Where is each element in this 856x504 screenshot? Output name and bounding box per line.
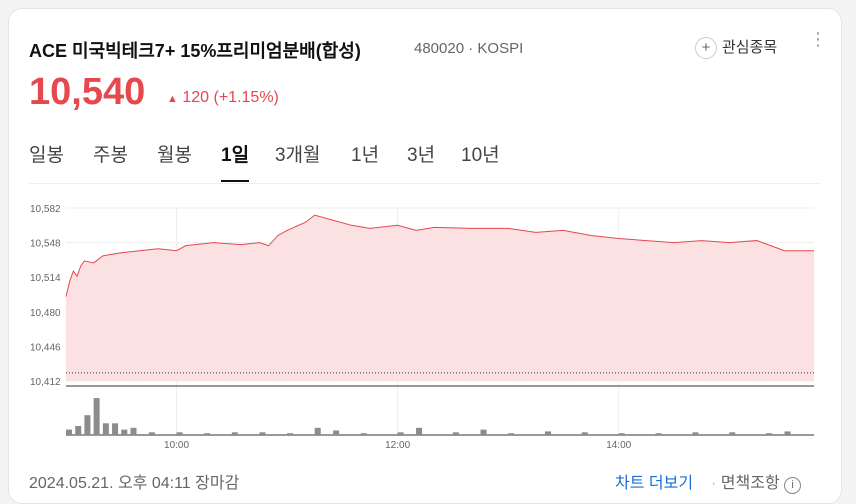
volume-bar [360, 433, 367, 435]
volume-bar [112, 423, 119, 435]
y-tick-label: 10,548 [30, 239, 61, 250]
volume-bar [204, 433, 211, 435]
change: ▲ 120 (+1.15%) [167, 89, 279, 106]
tab[interactable]: 주봉 [93, 145, 128, 166]
tab[interactable]: 3개월 [275, 145, 321, 166]
volume-bar [416, 427, 423, 435]
y-tick-label: 10,514 [30, 273, 61, 284]
volume-bar [729, 432, 736, 435]
x-tick-label: 10:00 [164, 440, 189, 451]
y-tick-label: 10,582 [30, 204, 61, 215]
volume-bar [231, 432, 238, 435]
price: 10,540 [29, 71, 146, 113]
code: 480020 [414, 40, 465, 57]
volume-bar [148, 432, 155, 435]
x-tick-label: 14:00 [606, 440, 631, 451]
volume-bar [692, 432, 699, 435]
volume-bar [655, 433, 662, 435]
volume-bar [84, 415, 91, 435]
volume-bar [452, 432, 459, 435]
watch-label[interactable]: 관심종목 [722, 39, 778, 56]
volume-bar [333, 430, 340, 435]
tab-divider [29, 139, 821, 184]
volume-bar [287, 433, 294, 435]
y-tick-label: 10,412 [30, 377, 61, 388]
volume-bar [766, 433, 773, 435]
volume-bar [618, 433, 625, 435]
tab[interactable]: 3년 [407, 145, 436, 166]
watch-button[interactable]: + 관심종목 [695, 36, 777, 59]
footer-date: 2024.05.21. 오후 04:11 장마감 [29, 475, 240, 492]
y-tick-label: 10,446 [30, 342, 61, 353]
disclaimer-label[interactable]: 면책조항 [720, 475, 780, 492]
volume-bar [102, 423, 109, 435]
y-tick-label: 10,480 [30, 308, 61, 319]
tab[interactable]: 월봉 [157, 145, 192, 166]
price-line [65, 214, 814, 297]
volume-bar [176, 432, 183, 435]
title: ACE 미국빅테크7+ 15%프리미엄분배(합성) [29, 41, 361, 61]
market: KOSPI [477, 40, 524, 57]
tab[interactable]: 1일 [221, 140, 250, 182]
volume-bar [314, 427, 321, 435]
volume-bar [508, 433, 515, 435]
volume-bar [121, 429, 128, 435]
x-tick-label: 12:00 [385, 440, 410, 451]
tab[interactable]: 일봉 [29, 145, 64, 166]
more-chart-link[interactable]: 차트 더보기 [615, 475, 694, 492]
change-pct: (+1.15%) [213, 89, 279, 106]
volume-bar [480, 429, 487, 435]
code: 480020 · KOSPI [414, 40, 524, 57]
volume-bar [581, 432, 588, 435]
volume-bar [130, 427, 137, 435]
volume-bar [784, 431, 791, 435]
volume-bar [545, 431, 552, 435]
volume-bar [93, 398, 100, 435]
tab[interactable]: 1년 [351, 145, 380, 166]
disclaimer[interactable]: · 면책조항 i [711, 469, 802, 494]
volume-bar [75, 426, 82, 435]
volume-bar [259, 432, 266, 435]
tab[interactable]: 10년 [461, 145, 500, 166]
volume-bar [397, 432, 404, 435]
volume-bar [66, 429, 72, 435]
area [66, 215, 814, 381]
change-value: 120 [182, 89, 210, 106]
